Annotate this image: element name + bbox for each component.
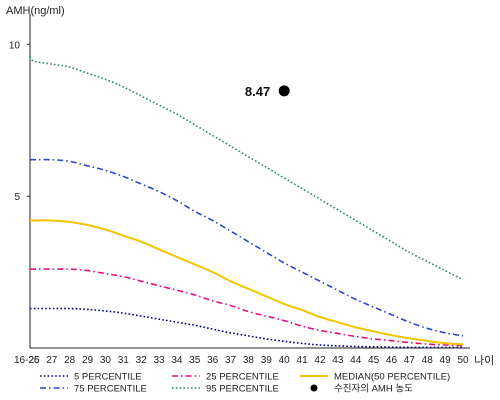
x-tick-label: 50: [457, 355, 469, 366]
x-tick-label: 48: [422, 355, 434, 366]
x-tick-label: 41: [297, 355, 309, 366]
x-tick-label: 31: [118, 355, 130, 366]
y-ticks: 5 10: [9, 40, 30, 203]
series-line-75-percentile: [30, 158, 464, 337]
y-tick-label: 10: [9, 40, 21, 51]
x-tick-label: 32: [136, 355, 148, 366]
x-tick-label: 43: [332, 355, 344, 366]
x-tick-label: 36: [207, 355, 219, 366]
x-tick-label: 34: [171, 355, 183, 366]
x-tick-label: 44: [350, 355, 362, 366]
series-lines: [29, 56, 464, 349]
legend: 5 PERCENTILE 25 PERCENTILE MEDIAN(50 PERCE…: [40, 372, 450, 395]
legend-entry-patient: 수진자의 AMH 농도: [334, 384, 413, 395]
x-tick-label: 28: [64, 355, 76, 366]
x-tick-label: 47: [404, 355, 416, 366]
x-tick-label: 33: [153, 355, 165, 366]
patient-point-layer: 8.47: [245, 84, 290, 99]
legend-entry: 5 PERCENTILE: [74, 372, 142, 383]
patient-amh-point: [278, 85, 290, 97]
legend-entry: 25 PERCENTILE: [206, 372, 279, 383]
legend-entry: 75 PERCENTILE: [74, 384, 147, 395]
x-tick-label: 27: [46, 355, 58, 366]
legend-patient-marker: [310, 384, 318, 392]
x-tick-label: 42: [314, 355, 326, 366]
x-tick-label: 30: [100, 355, 112, 366]
legend-entry: MEDIAN(50 PERCENTILE): [334, 372, 450, 383]
legend-entry: 95 PERCENTILE: [206, 384, 279, 395]
x-tick-label: 39: [261, 355, 273, 366]
x-tick-label: 40: [279, 355, 291, 366]
x-tick-label: 35: [189, 355, 201, 366]
y-axis-label: AMH(ng/ml): [6, 5, 65, 17]
x-tick-label: 46: [386, 355, 398, 366]
x-tick-label: 29: [82, 355, 94, 366]
series-line-95-percentile: [29, 56, 464, 281]
x-tick-label: 49: [440, 355, 452, 366]
x-tick-label: 38: [243, 355, 255, 366]
patient-amh-value-label: 8.47: [245, 84, 270, 99]
x-tick-label: 45: [368, 355, 380, 366]
series-line-25-percentile: [30, 268, 464, 347]
x-tick-label: 26: [28, 355, 40, 366]
x-tick-label: 16-25: [14, 355, 40, 366]
x-axis-label: 나이: [474, 354, 494, 367]
y-tick-label: 5: [14, 192, 20, 203]
series-line-median-50-percentile: [30, 219, 464, 346]
x-tick-label: 37: [225, 355, 237, 366]
